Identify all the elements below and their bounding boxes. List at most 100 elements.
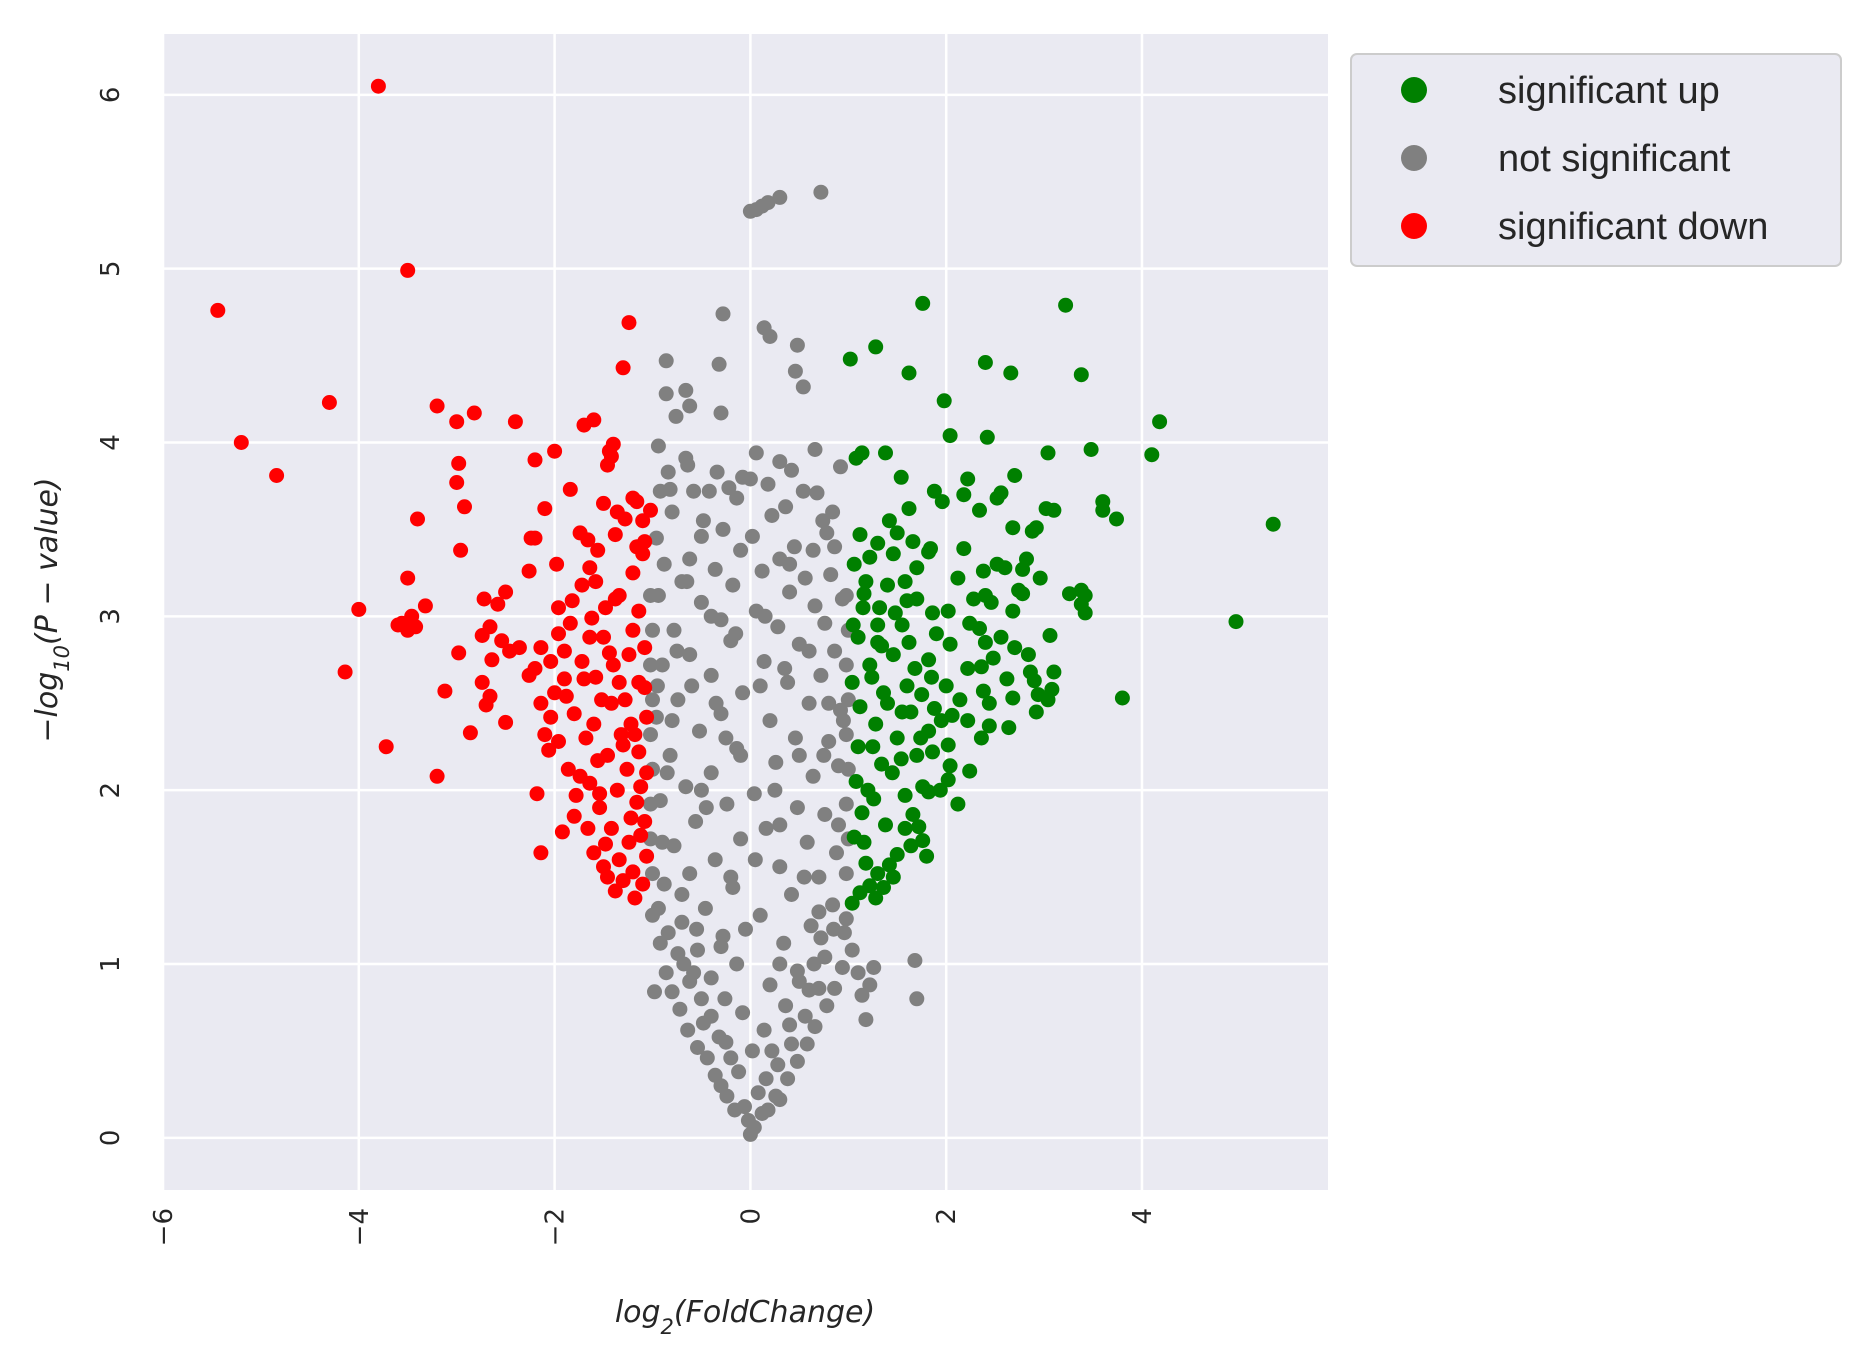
- point-significant-down: [596, 495, 611, 511]
- point-significant-up: [979, 429, 995, 445]
- y-tick-label: 4: [96, 434, 126, 451]
- point-not-significant: [827, 539, 843, 555]
- point-significant-up: [926, 701, 942, 716]
- point-significant-up: [952, 692, 968, 708]
- x-tick-label: −2: [541, 1208, 571, 1246]
- point-not-significant: [686, 965, 702, 981]
- point-significant-up: [845, 617, 861, 633]
- point-significant-down: [533, 640, 549, 656]
- point-not-significant: [697, 900, 713, 916]
- point-not-significant: [718, 730, 734, 746]
- point-not-significant: [770, 1057, 786, 1073]
- point-significant-up: [909, 747, 925, 763]
- point-not-significant: [829, 845, 844, 861]
- point-significant-up: [1005, 603, 1021, 619]
- x-tick-label: 0: [736, 1208, 766, 1225]
- point-significant-down: [625, 864, 641, 880]
- point-not-significant: [854, 987, 870, 1003]
- point-significant-down: [527, 661, 543, 676]
- point-not-significant: [791, 973, 807, 989]
- point-significant-up: [942, 758, 958, 774]
- point-significant-up: [1228, 614, 1244, 630]
- point-not-significant: [659, 765, 675, 781]
- point-significant-down: [609, 782, 625, 798]
- point-significant-up: [914, 687, 930, 703]
- point-significant-down: [410, 511, 425, 527]
- point-significant-down: [619, 761, 635, 777]
- point-significant-down: [600, 457, 615, 473]
- point-not-significant: [831, 817, 846, 833]
- point-not-significant: [645, 622, 660, 638]
- point-significant-down: [562, 481, 578, 497]
- point-significant-down: [533, 695, 549, 711]
- point-significant-down: [572, 768, 588, 784]
- point-not-significant: [791, 747, 807, 763]
- point-significant-up: [850, 739, 866, 755]
- point-not-significant: [660, 464, 676, 480]
- point-not-significant: [907, 953, 923, 968]
- point-not-significant: [835, 713, 851, 729]
- point-not-significant: [803, 918, 819, 934]
- point-significant-up: [854, 805, 870, 821]
- point-significant-down: [600, 869, 615, 885]
- point-significant-up: [881, 513, 897, 529]
- point-not-significant: [838, 588, 854, 603]
- point-significant-down: [623, 810, 639, 826]
- point-significant-down: [466, 405, 482, 421]
- point-not-significant: [799, 1036, 815, 1052]
- point-significant-up: [907, 661, 923, 676]
- point-significant-up: [973, 659, 989, 675]
- point-not-significant: [698, 800, 714, 816]
- point-not-significant: [826, 921, 842, 937]
- point-not-significant: [767, 782, 783, 798]
- point-not-significant: [850, 965, 866, 981]
- point-not-significant: [801, 695, 817, 711]
- point-not-significant: [807, 1019, 823, 1035]
- point-significant-up: [1001, 720, 1017, 736]
- point-significant-up: [868, 716, 884, 732]
- point-significant-up: [897, 820, 913, 836]
- point-significant-down: [607, 527, 623, 543]
- point-significant-up: [1015, 586, 1031, 602]
- point-significant-up: [852, 527, 868, 543]
- point-significant-up: [962, 763, 978, 779]
- point-significant-up: [972, 621, 987, 636]
- point-significant-down: [337, 664, 353, 680]
- point-significant-down: [474, 628, 490, 643]
- point-not-significant: [825, 897, 841, 913]
- point-not-significant: [693, 528, 709, 544]
- point-not-significant: [756, 654, 772, 669]
- point-not-significant: [764, 508, 780, 523]
- point-significant-down: [576, 671, 592, 687]
- point-not-significant: [723, 869, 739, 885]
- point-significant-down: [478, 697, 494, 713]
- point-significant-down: [580, 532, 596, 548]
- point-significant-down: [400, 262, 416, 278]
- point-significant-down: [537, 727, 553, 743]
- point-not-significant: [672, 1001, 688, 1017]
- point-significant-up: [850, 629, 866, 645]
- point-significant-up: [885, 647, 901, 663]
- point-not-significant: [643, 796, 658, 812]
- point-not-significant: [719, 796, 735, 812]
- point-significant-up: [942, 636, 958, 652]
- point-not-significant: [733, 831, 749, 847]
- point-significant-up: [919, 848, 935, 864]
- point-not-significant: [656, 876, 672, 892]
- point-significant-up: [894, 617, 910, 633]
- point-significant-down: [457, 499, 472, 515]
- point-not-significant: [838, 657, 854, 673]
- point-significant-up: [1109, 511, 1124, 527]
- point-significant-up: [950, 570, 966, 586]
- point-significant-up: [881, 857, 897, 873]
- point-not-significant: [717, 991, 733, 1007]
- point-not-significant: [658, 965, 674, 981]
- point-not-significant: [815, 513, 831, 529]
- point-not-significant: [805, 542, 821, 558]
- point-significant-down: [635, 513, 651, 529]
- point-significant-down: [584, 610, 600, 626]
- point-significant-up: [858, 574, 874, 590]
- point-not-significant: [703, 1008, 719, 1024]
- point-not-significant: [772, 956, 788, 972]
